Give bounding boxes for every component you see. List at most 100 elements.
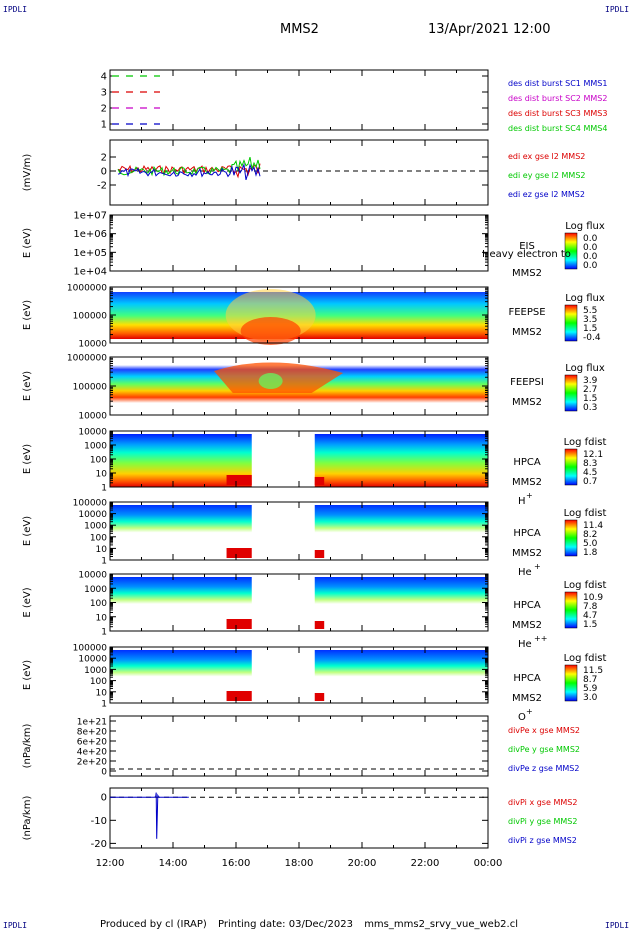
hpca_he1-ylabel: E (eV) bbox=[22, 516, 33, 546]
eis-spacecraft: MMS2 bbox=[512, 268, 542, 279]
hpca_h-colorbar-tick: 8.3 bbox=[583, 459, 597, 469]
hpca_he1-colorbar bbox=[564, 519, 578, 557]
hpca_o-species: O bbox=[518, 712, 526, 723]
divpe-ylabel: (nPa/km) bbox=[22, 724, 33, 769]
hpca_h-ytick-label: 10000 bbox=[78, 428, 107, 438]
hpca_he2-colorbar-title: Log fdist bbox=[564, 580, 607, 591]
hpca_he1-charge: + bbox=[534, 562, 541, 571]
divpe-ytick-label: 6e+20 bbox=[77, 738, 108, 748]
hpca_h-ytick-label: 1 bbox=[101, 484, 107, 494]
hpca_h-ylabel: E (eV) bbox=[22, 444, 33, 474]
eis-ytick-label: 1e+05 bbox=[73, 248, 107, 259]
hpca_o-hot-band bbox=[314, 693, 325, 701]
divpe-legend-item: divPe z gse MMS2 bbox=[508, 764, 579, 773]
divpe-legend-item: divPe x gse MMS2 bbox=[508, 726, 580, 735]
hpca_h-ytick-label: 1000 bbox=[84, 442, 107, 452]
hpca_he2-ytick-label: 1 bbox=[101, 628, 107, 638]
edi-series-y bbox=[117, 156, 261, 177]
hpca_he2-charge: ++ bbox=[534, 634, 547, 643]
hpca_h-spectrogram-right bbox=[314, 434, 488, 487]
burst-ytick-label: 1 bbox=[101, 120, 107, 131]
feepsi-spacecraft: MMS2 bbox=[512, 397, 542, 408]
hpca_o-charge: + bbox=[526, 707, 533, 716]
eis-colorbar-tick: 0.0 bbox=[583, 243, 598, 253]
hpca_he1-colorbar-tick: 5.0 bbox=[583, 539, 598, 549]
feepse-ytick-label: 1000000 bbox=[67, 284, 107, 294]
feepse-instrument: FEEPSE bbox=[508, 307, 545, 318]
edi-legend-item: edi ey gse l2 MMS2 bbox=[508, 171, 586, 180]
footer-filename: mms_mms2_srvy_vue_web2.cl bbox=[364, 919, 518, 930]
hpca_he2-hot-band bbox=[226, 619, 252, 629]
hpca_h-colorbar-title: Log fdist bbox=[564, 437, 607, 448]
burst-ytick-label: 3 bbox=[101, 88, 107, 99]
hpca_h-colorbar-tick: 4.5 bbox=[583, 468, 597, 478]
burst-ytick-label: 4 bbox=[101, 72, 107, 83]
eis-colorbar-title: Log flux bbox=[565, 221, 605, 232]
x-axis-tick-label: 18:00 bbox=[285, 858, 314, 869]
divpi-ytick-label: -10 bbox=[91, 816, 107, 827]
x-axis-tick-label: 12:00 bbox=[96, 858, 125, 869]
hpca_o-colorbar-tick: 3.0 bbox=[583, 693, 598, 703]
hpca_he2-ylabel: E (eV) bbox=[22, 587, 33, 617]
eis-frame bbox=[109, 214, 489, 272]
feepsi-ylabel: E (eV) bbox=[22, 371, 33, 401]
x-axis-tick-label: 00:00 bbox=[474, 858, 503, 869]
corner-label-top-left: IPDLI bbox=[3, 5, 28, 14]
divpe-ytick-label: 8e+20 bbox=[77, 728, 108, 738]
x-axis-tick-label: 16:00 bbox=[222, 858, 251, 869]
feepsi-ytick-label: 1000000 bbox=[67, 354, 107, 364]
feepsi-colorbar-tick: 0.3 bbox=[583, 403, 597, 413]
feepse-feature bbox=[240, 317, 301, 345]
hpca_h-colorbar bbox=[564, 448, 578, 486]
burst-legend-item: des dist burst SC1 MMS1 bbox=[508, 79, 607, 88]
eis-colorbar-tick: 0.0 bbox=[583, 234, 598, 244]
feepse-colorbar bbox=[564, 304, 578, 342]
edi-legend-item: edi ez gse l2 MMS2 bbox=[508, 190, 585, 199]
hpca_he1-colorbar-title: Log fdist bbox=[564, 508, 607, 519]
hpca_h-charge: + bbox=[526, 491, 533, 500]
hpca_o-ytick-label: 100000 bbox=[73, 644, 108, 654]
divpi-ytick-label: -20 bbox=[91, 839, 107, 850]
hpca_h-hot-band bbox=[314, 477, 325, 485]
hpca_h-colorbar-tick: 0.7 bbox=[583, 477, 597, 487]
hpca_o-spacecraft: MMS2 bbox=[512, 693, 542, 704]
hpca_o-colorbar bbox=[564, 664, 578, 702]
datetime-title: 13/Apr/2021 12:00 bbox=[428, 22, 551, 37]
hpca_o-colorbar-tick: 5.9 bbox=[583, 684, 598, 694]
burst-legend-item: des dist burst SC3 MMS3 bbox=[508, 109, 607, 118]
hpca_he2-ytick-label: 100 bbox=[90, 599, 107, 609]
edi-ylabel: (mV/m) bbox=[22, 154, 33, 192]
hpca_he1-hot-band bbox=[314, 550, 325, 558]
hpca_he1-spectrogram-right bbox=[314, 505, 488, 560]
hpca_o-colorbar-tick: 8.7 bbox=[583, 675, 597, 685]
eis-ytick-label: 1e+04 bbox=[73, 267, 107, 278]
footer-produced-by: Produced by cl (IRAP) bbox=[100, 919, 207, 930]
hpca_o-hot-band bbox=[226, 691, 252, 701]
feepsi-colorbar-tick: 2.7 bbox=[583, 385, 597, 395]
divpi-legend-item: divPi z gse MMS2 bbox=[508, 836, 577, 845]
hpca_he2-colorbar-tick: 7.8 bbox=[583, 602, 598, 612]
hpca_h-ytick-label: 100 bbox=[90, 456, 107, 466]
feepse-ylabel: E (eV) bbox=[22, 300, 33, 330]
feepse-spacecraft: MMS2 bbox=[512, 327, 542, 338]
edi-series-z bbox=[117, 162, 261, 181]
footer-printing-date: Printing date: 03/Dec/2023 bbox=[217, 919, 353, 930]
divpe-ytick-label: 2e+20 bbox=[77, 758, 108, 768]
edi-series-x bbox=[117, 163, 261, 179]
hpca_o-ytick-label: 1 bbox=[101, 700, 107, 710]
divpi-series-z bbox=[110, 792, 189, 839]
divpi-legend-item: divPi x gse MMS2 bbox=[508, 798, 577, 807]
hpca_he2-colorbar bbox=[564, 591, 578, 629]
edi-ytick-label: 2 bbox=[101, 153, 107, 164]
hpca_h-ytick-label: 10 bbox=[96, 470, 108, 480]
hpca_he2-instrument: HPCA bbox=[513, 600, 541, 611]
burst-frame bbox=[109, 69, 489, 131]
hpca_o-ytick-label: 10 bbox=[96, 688, 108, 698]
hpca_o-ytick-label: 1000 bbox=[84, 666, 107, 676]
hpca_he1-ytick-label: 10000 bbox=[78, 510, 107, 520]
feepse-colorbar-tick: 3.5 bbox=[583, 315, 597, 325]
hpca_he1-colorbar-tick: 11.4 bbox=[583, 521, 603, 531]
eis-instrument: EIS bbox=[519, 241, 535, 252]
hpca_he1-ytick-label: 1000 bbox=[84, 522, 107, 532]
